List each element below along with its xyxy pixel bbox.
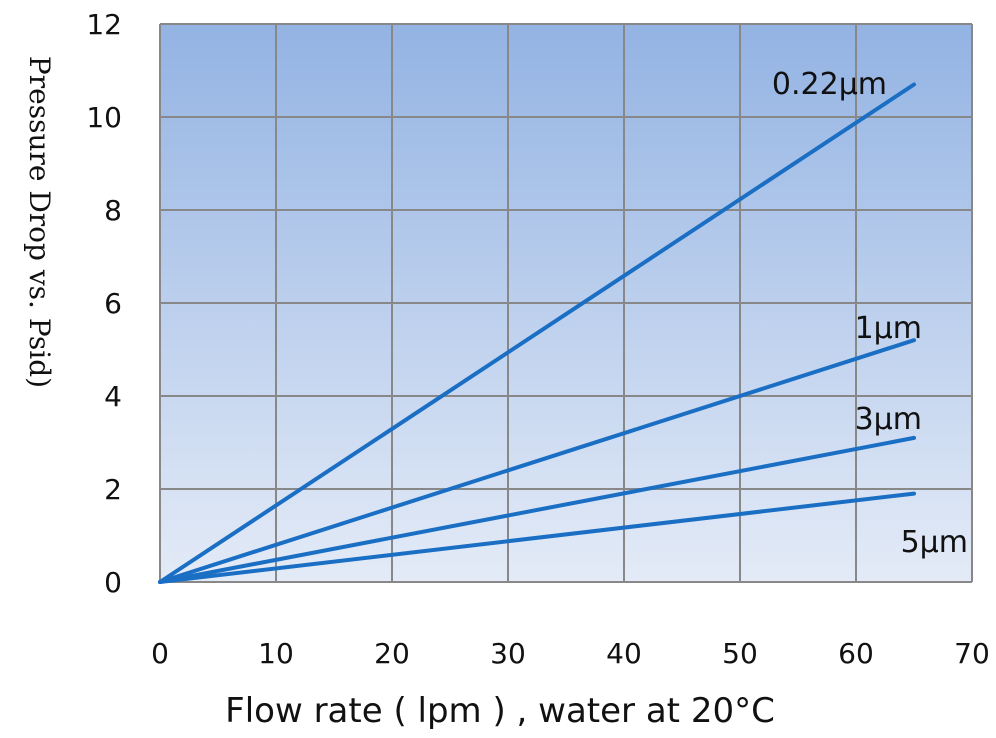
series-line-3 [158,491,916,584]
x-tick-label: 30 [490,637,526,670]
series-labels: 0.22µm 1µm 3µm 5µm [772,67,968,560]
x-axis-ticks: 0 10 20 30 40 50 60 70 [151,637,990,670]
y-tick-label: 4 [104,380,122,413]
x-tick-label: 70 [954,637,990,670]
series-line-2 [158,435,916,584]
y-tick-label: 2 [104,473,122,506]
y-axis-label: Pressure Drop vs. Psid) [23,56,56,388]
series-label-3: 5µm [901,525,968,560]
x-tick-label: 20 [374,637,410,670]
series-line-1 [158,338,916,584]
y-tick-label: 12 [86,8,122,41]
series-label-2: 3µm [855,402,922,437]
series-label-1: 1µm [855,311,922,346]
x-tick-label: 40 [606,637,642,670]
y-tick-label: 0 [104,566,122,599]
y-tick-label: 6 [104,287,122,320]
x-tick-label: 10 [258,637,294,670]
series-line-0 [158,82,916,584]
x-tick-label: 50 [722,637,758,670]
series-lines [158,82,916,584]
y-tick-label: 8 [104,194,122,227]
y-tick-label: 10 [86,101,122,134]
x-axis-label: Flow rate ( lpm ) , water at 20°C [225,691,775,731]
y-axis-ticks: 0 2 4 6 8 10 12 [86,8,122,599]
x-tick-label: 0 [151,637,169,670]
series-label-0: 0.22µm [772,67,887,102]
grid-lines [159,23,973,583]
x-tick-label: 60 [838,637,874,670]
